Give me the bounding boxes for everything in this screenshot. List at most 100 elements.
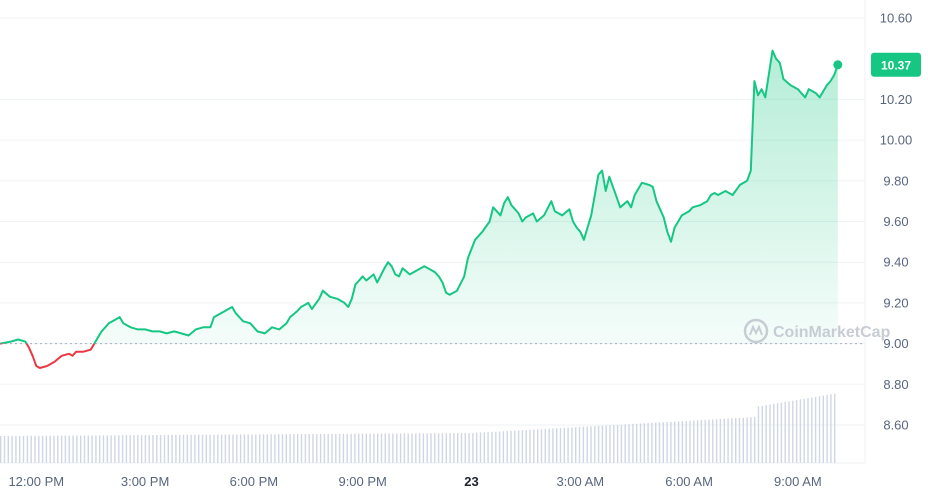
volume-bar xyxy=(30,435,32,463)
coinmarketcap-logo-icon xyxy=(743,318,769,344)
volume-bar xyxy=(201,434,204,463)
volume-bar xyxy=(628,424,630,463)
volume-bar xyxy=(228,434,230,463)
volume-bar xyxy=(0,436,2,463)
volume-bar xyxy=(91,435,93,463)
coinmarketcap-watermark: CoinMarketCap xyxy=(743,318,891,344)
current-price-badge xyxy=(871,52,921,77)
volume-bar xyxy=(689,420,691,463)
volume-bar xyxy=(144,435,147,463)
volume-bar xyxy=(498,431,501,463)
volume-bar xyxy=(87,435,89,463)
volume-bar xyxy=(799,399,802,463)
volume-bar xyxy=(236,434,238,463)
x-tick-label: 23 xyxy=(464,474,478,489)
volume-bar xyxy=(327,433,329,463)
volume-bar xyxy=(479,432,482,463)
volume-bar xyxy=(685,420,687,463)
volume-bar xyxy=(548,428,550,463)
volume-bar xyxy=(430,433,432,463)
volume-bar xyxy=(293,434,295,463)
volume-bar xyxy=(148,435,150,463)
volume-bar xyxy=(99,435,101,463)
volume-bar xyxy=(655,422,657,463)
volume-bar xyxy=(670,421,672,463)
volume-bar xyxy=(830,394,832,463)
volume-bar xyxy=(175,434,177,463)
volume-bar xyxy=(41,435,44,463)
volume-bar xyxy=(239,434,242,463)
volume-bar xyxy=(179,434,181,463)
volume-bar xyxy=(594,426,596,463)
y-tick-label: 9.20 xyxy=(883,295,908,310)
volume-bar xyxy=(396,433,398,463)
volume-bar xyxy=(556,428,558,463)
volume-bar xyxy=(441,433,444,463)
volume-bar xyxy=(399,433,402,463)
volume-bar xyxy=(472,433,474,463)
volume-bar xyxy=(350,433,352,463)
volume-bar xyxy=(826,394,828,463)
volume-bar xyxy=(803,398,805,463)
volume-bar xyxy=(681,421,684,463)
volume-bar xyxy=(11,435,13,463)
volume-bar xyxy=(129,435,131,463)
volume-bar xyxy=(559,428,562,463)
volume-bar xyxy=(575,427,577,463)
volume-bar xyxy=(338,433,341,463)
volume-bar xyxy=(636,423,638,463)
price-area-fill xyxy=(0,50,838,344)
volume-bar xyxy=(537,429,539,463)
volume-bar xyxy=(784,401,786,463)
volume-bar xyxy=(388,433,390,463)
volume-bar xyxy=(517,430,520,463)
volume-bar xyxy=(308,434,310,463)
volume-bar xyxy=(15,435,17,463)
x-tick-label: 6:00 PM xyxy=(230,474,278,489)
volume-bar xyxy=(346,433,348,463)
volume-bar xyxy=(159,435,162,463)
volume-bar xyxy=(403,433,406,463)
volume-bar xyxy=(251,434,253,463)
volume-bar xyxy=(259,434,261,463)
volume-bar xyxy=(750,417,752,463)
volume-bar xyxy=(205,434,207,463)
volume-bar xyxy=(746,417,748,463)
volume-bar xyxy=(632,423,634,463)
volume-bar xyxy=(822,395,824,463)
volume-bar xyxy=(312,434,314,463)
volume-bar xyxy=(704,419,706,463)
volume-bar xyxy=(811,397,813,463)
volume-bar xyxy=(639,423,642,463)
volume-bar xyxy=(49,435,51,463)
volume-bar xyxy=(460,433,463,463)
volume-bar xyxy=(118,435,120,463)
volume-bar xyxy=(323,433,326,463)
volume-bar xyxy=(677,421,680,463)
volume-bar xyxy=(765,405,767,463)
volume-bar xyxy=(255,434,257,463)
volume-bar xyxy=(19,435,21,463)
volume-bar xyxy=(552,428,554,463)
volume-bar xyxy=(601,425,604,463)
volume-bar xyxy=(780,402,783,463)
volume-bar xyxy=(361,433,364,463)
volume-bar xyxy=(182,434,185,463)
volume-bar xyxy=(137,435,139,463)
volume-bar xyxy=(331,433,333,463)
volume-bar xyxy=(45,435,48,463)
volume-bar xyxy=(335,433,337,463)
volume-bar xyxy=(483,432,485,463)
volume-bar xyxy=(247,434,249,463)
volume-bar xyxy=(110,435,112,463)
volume-bar xyxy=(761,405,763,463)
y-tick-label: 9.60 xyxy=(883,214,908,229)
volume-bar xyxy=(647,423,649,463)
volume-bar xyxy=(38,435,40,463)
volume-bar xyxy=(674,421,676,463)
volume-bar xyxy=(476,432,478,463)
volume-bar xyxy=(723,418,725,463)
volume-bar xyxy=(563,427,565,463)
